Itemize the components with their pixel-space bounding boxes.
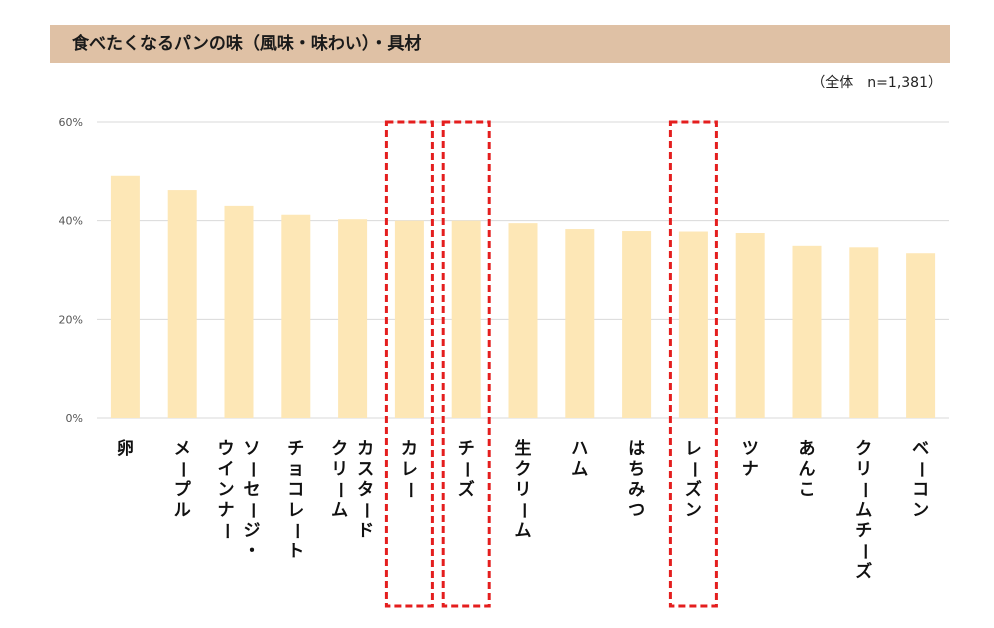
category-label-char: ナ <box>742 460 759 480</box>
category-label-char: ン <box>912 501 929 521</box>
category-label-char: ー <box>356 502 376 519</box>
bar <box>224 205 254 418</box>
category-label-char: ク <box>855 439 872 459</box>
category-label-char: ー <box>854 482 874 499</box>
y-tick-label: 60% <box>59 116 83 129</box>
category-label-char: メ <box>174 439 191 459</box>
y-tick-label: 0% <box>66 412 83 425</box>
highlight-box <box>668 120 718 608</box>
category-label-char: ツ <box>742 439 759 459</box>
category-label-char: ー <box>911 461 931 478</box>
category-label-char: ー <box>242 461 262 478</box>
category-label-char: ス <box>357 460 374 480</box>
bar <box>110 175 140 418</box>
category-label-char: 生 <box>515 438 532 459</box>
category-label-char: ム <box>855 501 872 521</box>
category-label-char: ・ <box>244 542 261 562</box>
category-label-char: コ <box>287 480 304 500</box>
bar <box>281 214 311 418</box>
bar <box>167 190 197 418</box>
category-label-char: ー <box>683 461 703 478</box>
category-label-char: は <box>628 439 645 459</box>
category-label-char: ウ <box>218 439 235 459</box>
category-label-char: ズ <box>685 479 702 500</box>
category-label-char: ク <box>331 439 348 459</box>
category-label-char: イ <box>218 460 235 480</box>
category-label-char: ハ <box>571 439 588 459</box>
category-label-char: ー <box>456 461 476 478</box>
category-label-char: ド <box>357 521 374 541</box>
category-label-char: レ <box>401 460 418 480</box>
category-label-char: ズ <box>855 561 872 582</box>
title-bar: 食べたくなるパンの味（風味・味わい）・具材 <box>50 25 950 63</box>
category-label-char: カ <box>401 439 418 459</box>
category-label-char: ム <box>571 460 588 480</box>
highlight-box <box>384 120 434 608</box>
category-label-char: ー <box>330 482 350 499</box>
category-label-char: ー <box>286 523 306 540</box>
category-label-char: ト <box>287 542 304 562</box>
category-label-char: こ <box>799 480 816 500</box>
category-label-char: ム <box>331 501 348 521</box>
category-label-char: レ <box>287 501 304 521</box>
category-label-char: ク <box>515 460 532 480</box>
category-label-char: チ <box>458 439 475 459</box>
category-label-char: コ <box>912 480 929 500</box>
bar <box>849 247 879 418</box>
category-label-char: ー <box>854 543 874 560</box>
category-label-char: ム <box>515 521 532 541</box>
category-label-char: ち <box>628 460 645 480</box>
bar <box>508 223 538 418</box>
category-label-char: ベ <box>912 439 929 459</box>
category-label-char: ー <box>513 502 533 519</box>
category-label-char: つ <box>628 501 645 521</box>
bar <box>338 219 368 418</box>
category-label-char: プ <box>174 479 192 500</box>
category-label-char: チ <box>855 521 872 541</box>
category-label-char: タ <box>357 480 374 500</box>
category-label-char: セ <box>244 480 261 500</box>
category-label-char: ー <box>216 523 236 540</box>
category-label-char: ソ <box>244 439 261 459</box>
bar <box>451 220 481 418</box>
category-label-char: リ <box>855 460 872 480</box>
category-label-char: チ <box>287 439 304 459</box>
category-label-char: ル <box>174 501 191 521</box>
bar <box>678 231 708 418</box>
bar <box>906 253 936 418</box>
category-label-char: あ <box>799 439 816 459</box>
category-label-char: ョ <box>287 460 304 480</box>
bar <box>394 220 424 418</box>
category-label-char: ー <box>172 461 192 478</box>
sample-size-note: （全体 n=1,381） <box>811 75 942 91</box>
bar <box>792 245 822 418</box>
y-tick-label: 20% <box>59 313 83 326</box>
bar <box>735 233 765 418</box>
category-label-char: レ <box>685 439 702 459</box>
category-label-char: み <box>628 480 645 500</box>
bar <box>565 229 595 418</box>
y-tick-label: 40% <box>59 215 83 228</box>
category-label-char: ん <box>799 460 816 480</box>
category-label-char: ナ <box>218 501 235 521</box>
category-label-char: 卵 <box>117 438 134 459</box>
chart-title: 食べたくなるパンの味（風味・味わい）・具材 <box>72 34 422 54</box>
category-label-char: リ <box>515 480 532 500</box>
category-label-char: ン <box>685 501 702 521</box>
highlight-box <box>441 120 491 608</box>
category-label-char: ン <box>218 480 235 500</box>
bar <box>622 231 652 418</box>
category-label-char: ジ <box>244 521 261 541</box>
category-label-char: ズ <box>458 479 475 500</box>
category-label-char: ー <box>242 502 262 519</box>
category-label-char: カ <box>357 439 374 459</box>
category-label-char: リ <box>331 460 348 480</box>
category-label-char: ー <box>399 482 419 499</box>
